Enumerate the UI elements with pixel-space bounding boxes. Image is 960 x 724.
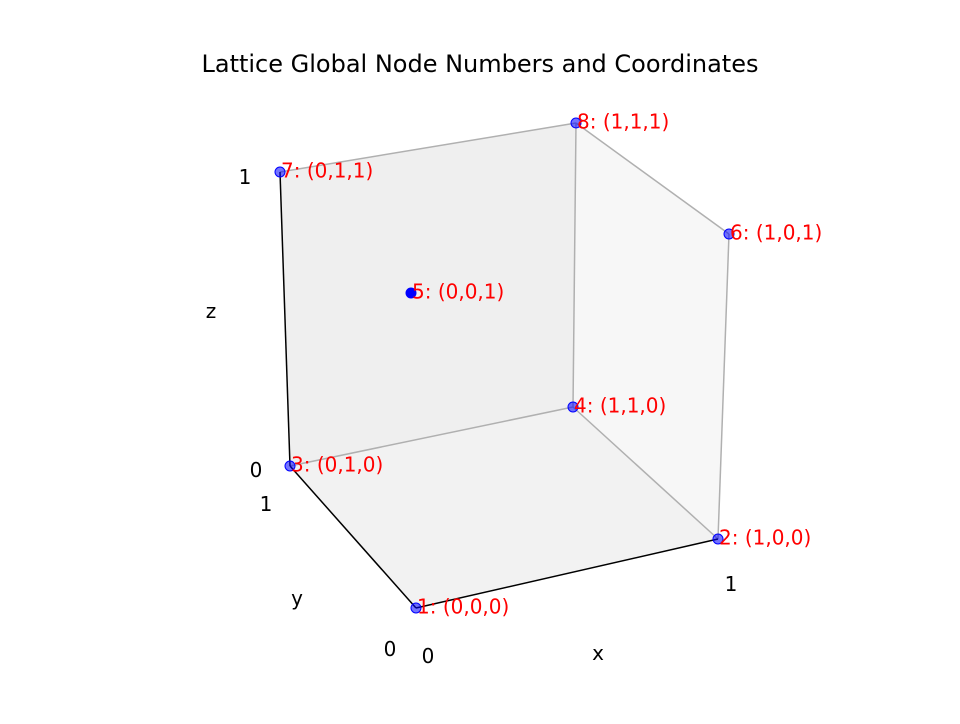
x-axis-label: x bbox=[592, 641, 604, 665]
x-tick-label-1: 1 bbox=[725, 572, 738, 596]
node-point-4 bbox=[567, 401, 579, 413]
node-label-7: 7: (0,1,1) bbox=[281, 159, 373, 183]
node-label-3: 3: (0,1,0) bbox=[291, 453, 383, 477]
node-point-8 bbox=[570, 117, 582, 129]
z-axis-line bbox=[279, 171, 291, 467]
pane-edge-6 bbox=[717, 233, 730, 540]
node-label-5: 5: (0,0,1) bbox=[412, 280, 504, 304]
node-point-5 bbox=[405, 287, 417, 299]
x-tick-label-0: 0 bbox=[422, 644, 435, 668]
y-tick-label-1: 1 bbox=[260, 492, 273, 516]
pane-edge-4 bbox=[279, 122, 577, 173]
pane-edge-5 bbox=[575, 122, 730, 235]
node-point-1 bbox=[410, 602, 422, 614]
pane-edge-1 bbox=[289, 406, 574, 467]
y-axis-label: y bbox=[291, 586, 303, 610]
y-tick-label-0: 0 bbox=[384, 637, 397, 661]
y-axis-line bbox=[289, 465, 417, 609]
pane-edge-3 bbox=[572, 122, 577, 408]
node-label-2: 2: (1,0,0) bbox=[719, 526, 811, 550]
node-point-3 bbox=[284, 460, 296, 472]
pane-back bbox=[280, 123, 576, 466]
node-point-6 bbox=[723, 228, 735, 240]
x-axis-line bbox=[415, 538, 719, 609]
pane-floor bbox=[290, 407, 718, 608]
chart-title: Lattice Global Node Numbers and Coordina… bbox=[201, 50, 759, 78]
z-tick-label-1: 1 bbox=[239, 165, 252, 189]
pane-right bbox=[573, 123, 729, 539]
node-point-2 bbox=[712, 533, 724, 545]
pane-edge-2 bbox=[572, 406, 719, 540]
z-axis-label: z bbox=[206, 299, 217, 323]
node-label-6: 6: (1,0,1) bbox=[730, 221, 822, 245]
node-label-8: 8: (1,1,1) bbox=[577, 110, 669, 134]
node-label-1: 1: (0,0,0) bbox=[417, 595, 509, 619]
node-label-4: 4: (1,1,0) bbox=[574, 394, 666, 418]
node-point-7 bbox=[274, 166, 286, 178]
z-tick-label-0: 0 bbox=[250, 458, 263, 482]
